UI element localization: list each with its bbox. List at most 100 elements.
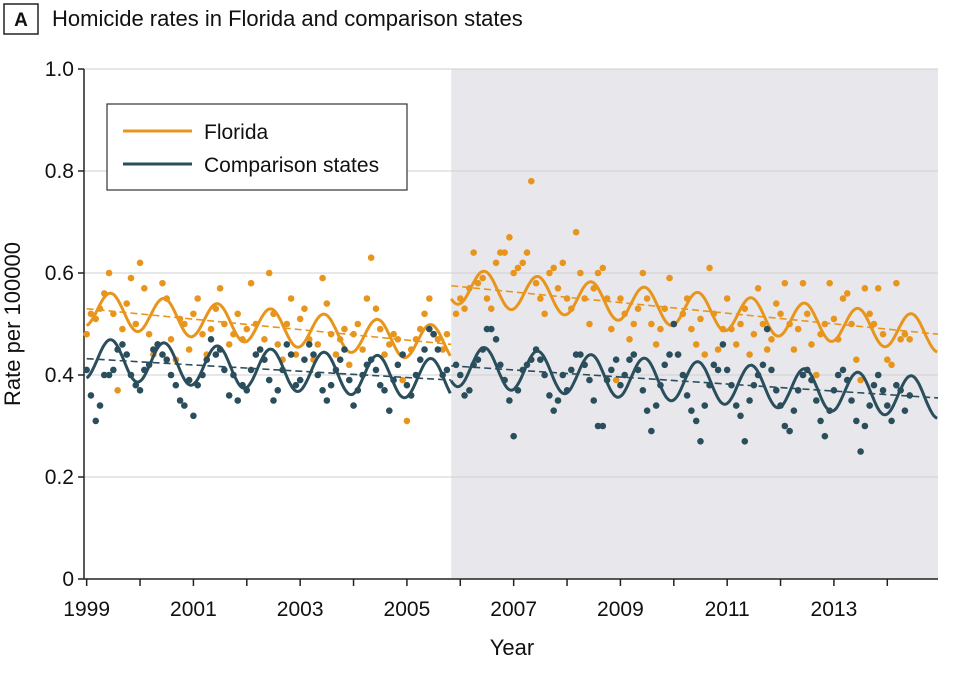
data-point [546, 269, 553, 277]
data-point [390, 376, 397, 384]
data-point [594, 422, 602, 430]
data-point [519, 259, 527, 267]
data-point [661, 361, 669, 369]
data-point [127, 371, 135, 379]
data-point [207, 325, 215, 333]
data-point [492, 259, 500, 267]
data-point [474, 279, 482, 287]
data-point [132, 320, 140, 328]
data-point [163, 295, 171, 302]
data-point [221, 320, 228, 328]
data-point [754, 371, 762, 379]
data-point [857, 376, 864, 384]
data-point [728, 325, 735, 333]
data-point [692, 341, 700, 348]
data-point [568, 305, 575, 313]
data-point [176, 315, 184, 323]
data-point [110, 366, 117, 374]
data-point [568, 366, 575, 374]
data-point [421, 346, 428, 353]
data-point [799, 371, 807, 379]
data-point [367, 254, 375, 261]
data-point [461, 305, 468, 313]
data-point [487, 305, 495, 313]
data-point [830, 387, 838, 394]
data-point [559, 259, 567, 267]
data-point [310, 351, 317, 358]
data-point [466, 387, 473, 394]
data-point [247, 366, 255, 374]
data-point [634, 305, 642, 313]
data-point [261, 336, 268, 343]
data-point [537, 295, 544, 302]
data-point [403, 381, 411, 389]
data-point [808, 376, 815, 384]
data-point [786, 320, 793, 328]
data-point [399, 351, 406, 358]
y-tick-label: 1.0 [45, 58, 74, 81]
data-point [861, 285, 869, 292]
data-point [87, 392, 95, 399]
data-point [92, 417, 100, 425]
data-point [203, 356, 211, 364]
data-point [327, 381, 335, 389]
data-point [100, 290, 108, 297]
data-point [763, 346, 771, 353]
data-point [314, 341, 322, 348]
data-point [754, 285, 762, 292]
data-point [412, 371, 420, 379]
data-point [394, 361, 402, 369]
data-point [710, 310, 718, 318]
trend-line-post [451, 365, 939, 399]
data-point [808, 341, 815, 348]
data-point [403, 417, 411, 425]
data-point [323, 300, 331, 307]
data-point [376, 381, 384, 389]
data-point [247, 279, 255, 287]
data-point [581, 295, 588, 302]
data-point [172, 381, 180, 389]
data-point [114, 346, 121, 353]
data-point [119, 341, 126, 348]
data-point [514, 264, 522, 272]
trend-line-post [451, 284, 939, 335]
data-point [590, 285, 598, 292]
data-point [737, 320, 744, 328]
data-point [532, 346, 540, 353]
data-point [893, 381, 900, 389]
data-point [105, 371, 113, 379]
data-point [474, 356, 482, 364]
data-point [519, 366, 527, 374]
data-point [697, 315, 704, 323]
chart-title: Homicide rates in Florida and comparison… [52, 6, 523, 31]
data-point [190, 310, 197, 318]
data-point [136, 259, 144, 267]
y-tick-label: 0.6 [45, 262, 74, 285]
x-tick-label: 2001 [170, 598, 217, 621]
data-point [523, 361, 531, 369]
data-point [256, 346, 264, 353]
data-point [563, 387, 571, 394]
data-point [706, 264, 713, 272]
data-point [532, 279, 540, 287]
data-point [688, 325, 695, 333]
data-point [439, 346, 446, 353]
data-point [861, 422, 869, 430]
data-point [572, 228, 580, 236]
data-point [199, 330, 206, 338]
x-tick-label: 2013 [811, 598, 858, 621]
data-point [239, 336, 246, 343]
data-point [181, 320, 188, 328]
data-point [674, 351, 682, 358]
data-point [83, 330, 90, 338]
data-point [261, 356, 268, 364]
data-point [759, 320, 767, 328]
data-point [216, 285, 224, 292]
data-point [817, 417, 824, 425]
data-point [874, 371, 882, 379]
data-point [386, 341, 393, 348]
data-point [341, 346, 348, 353]
data-point [354, 387, 362, 394]
data-point [341, 325, 348, 333]
data-point [821, 432, 829, 440]
